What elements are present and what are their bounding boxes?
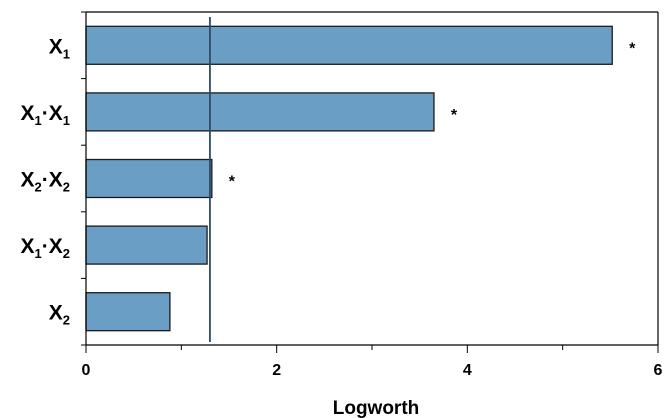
x-tick-label-2: 4 bbox=[463, 362, 472, 379]
category-label-2: X2·X2 bbox=[21, 169, 70, 195]
x-axis-title: Logworth bbox=[333, 398, 420, 418]
bar-2 bbox=[85, 158, 213, 199]
bar-4 bbox=[85, 292, 171, 332]
bar-0 bbox=[85, 25, 613, 65]
significance-annotation-0: * bbox=[629, 40, 636, 57]
x-tick-label-3: 6 bbox=[654, 362, 663, 379]
category-label-1: X1·X1 bbox=[21, 102, 70, 128]
x-tick-label-0: 0 bbox=[82, 362, 91, 379]
category-label-0: X1 bbox=[49, 35, 70, 61]
bar-1 bbox=[85, 92, 435, 132]
x-tick-label-1: 2 bbox=[272, 362, 281, 379]
significance-annotation-1: * bbox=[451, 107, 458, 124]
axes-layer: 0 2 4 6 bbox=[81, 11, 663, 379]
bars-layer bbox=[85, 25, 613, 332]
category-label-4: X2 bbox=[49, 302, 70, 328]
annotations-layer: * * * bbox=[229, 40, 636, 190]
category-label-3: X1·X2 bbox=[21, 235, 70, 261]
bar-3 bbox=[85, 225, 208, 265]
significance-annotation-2: * bbox=[229, 174, 236, 191]
category-labels-layer: X1 X1·X1 X2·X2 X1·X2 X2 bbox=[21, 35, 70, 327]
